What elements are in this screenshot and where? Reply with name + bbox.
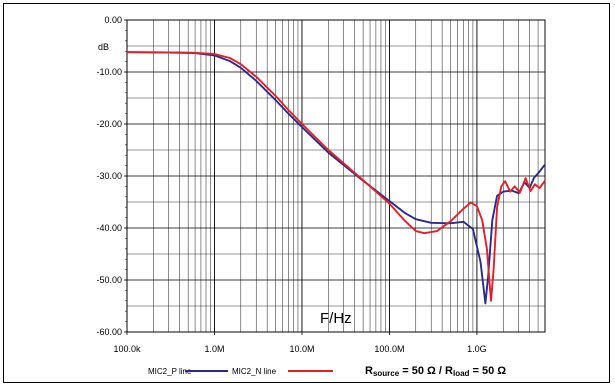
series-line-1 — [126, 51, 546, 305]
legend-label-1: MIC2_P line — [148, 367, 192, 376]
x-tick-label: 100.0M — [374, 344, 404, 354]
y-tick-label: -60.00 — [96, 327, 122, 337]
y-tick-label: -50.00 — [96, 275, 122, 285]
series-lines — [126, 51, 546, 305]
y-tick-label: -30.00 — [96, 171, 122, 181]
y-tick-label: -10.00 — [96, 67, 122, 77]
y-tick-label: -20.00 — [96, 119, 122, 129]
y-axis-ticks: 0.00 -10.00 -20.00 -30.00 -40.00 -50.00 -60.00 — [96, 15, 127, 337]
x-axis-title: F/Hz — [320, 310, 352, 327]
x-axis-ticks: 100.0k 1.0M 10.0M 100.0M 1.0G — [113, 332, 487, 354]
series-line-2 — [126, 51, 546, 302]
x-tick-label: 100.0k — [113, 344, 141, 354]
legend: MIC2_P line MIC2_N line — [148, 367, 333, 376]
y-tick-label: 0.00 — [104, 15, 122, 25]
y-axis-unit: dB — [98, 42, 109, 52]
chart-frame — [3, 3, 610, 383]
legend-label-2: MIC2_N line — [232, 367, 277, 376]
x-tick-label: 1.0M — [204, 344, 224, 354]
x-tick-label: 1.0G — [467, 344, 487, 354]
x-tick-label: 10.0M — [289, 344, 314, 354]
impedance-label: Rsource = 50 Ω / Rload = 50 Ω — [365, 365, 506, 378]
grid-lines — [126, 19, 546, 333]
y-tick-label: -40.00 — [96, 223, 122, 233]
